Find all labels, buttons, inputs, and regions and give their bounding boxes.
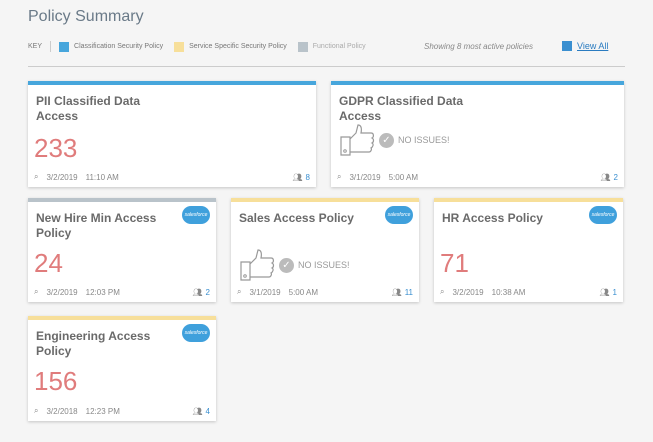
view-all-link[interactable]: View All bbox=[562, 41, 608, 51]
violation-count: 24 bbox=[34, 248, 63, 278]
time: 5:00 AM bbox=[388, 172, 418, 182]
no-issues-status: ✓ NO ISSUES! bbox=[239, 248, 350, 282]
page-title: Policy Summary bbox=[28, 8, 144, 25]
policy-name: Engineering Access Policy bbox=[36, 329, 151, 358]
policy-name: New Hire Min Access Policy bbox=[36, 211, 157, 240]
search-icon: ⌕ bbox=[337, 172, 342, 181]
violation-count: 233 bbox=[34, 133, 78, 163]
thumbs-up-icon bbox=[340, 124, 375, 156]
policy-name: HR Access Policy bbox=[442, 211, 543, 225]
last-scan: ⌕ 3/2/2019 11:10 AM bbox=[34, 172, 119, 182]
view-all-label: View All bbox=[577, 41, 609, 51]
salesforce-logo: salesforce bbox=[182, 206, 210, 224]
policy-name: GDPR Classified Data Access bbox=[339, 94, 464, 123]
policy-card[interactable]: Sales Access Policy salesforce ✓ NO ISSUE… bbox=[231, 198, 419, 302]
no-issues-label: NO ISSUES! bbox=[298, 260, 350, 270]
salesforce-logo: salesforce bbox=[182, 324, 210, 342]
salesforce-logo: salesforce bbox=[385, 206, 413, 224]
legend-item: Classification Security Policy bbox=[74, 43, 164, 50]
showing-text: Showing 8 most active policies bbox=[424, 42, 533, 51]
user-count-value: 2 bbox=[613, 173, 618, 182]
divider bbox=[50, 41, 52, 52]
user-count[interactable]: 👥︎ 8 bbox=[292, 173, 310, 182]
policy-card[interactable]: PII Classified Data Access 233 ⌕ 3/2/2019… bbox=[28, 81, 316, 187]
service-swatch bbox=[174, 41, 185, 52]
search-icon: ⌕ bbox=[34, 287, 39, 296]
last-scan: ⌕ 3/2/2019 10:38 AM bbox=[440, 287, 525, 297]
users-icon: 👥︎ bbox=[192, 288, 203, 297]
classification-swatch bbox=[59, 41, 70, 52]
divider bbox=[28, 66, 625, 67]
legend-item: Service Specific Security Policy bbox=[189, 43, 287, 50]
no-issues-label: NO ISSUES! bbox=[398, 135, 450, 145]
users-icon: 👥︎ bbox=[391, 288, 402, 297]
legend-item: Functional Policy bbox=[312, 43, 366, 50]
check-circle-icon: ✓ bbox=[279, 257, 294, 273]
time: 12:03 PM bbox=[85, 287, 120, 297]
users-icon: 👥︎ bbox=[292, 173, 303, 182]
date: 3/1/2019 bbox=[249, 287, 281, 297]
users-icon: 👥︎ bbox=[599, 288, 610, 297]
functional-swatch bbox=[297, 41, 308, 52]
date: 3/2/2019 bbox=[452, 287, 484, 297]
date: 3/2/2019 bbox=[46, 287, 78, 297]
policy-name: PII Classified Data Access bbox=[36, 94, 141, 123]
check-circle-icon: ✓ bbox=[379, 132, 394, 148]
policy-card[interactable]: Engineering Access Policy salesforce 156… bbox=[28, 316, 216, 421]
policy-card[interactable]: GDPR Classified Data Access ✓ NO ISSUES! … bbox=[331, 81, 624, 187]
search-icon: ⌕ bbox=[34, 406, 39, 415]
grid-icon bbox=[562, 41, 572, 51]
last-scan: ⌕ 3/1/2019 5:00 AM bbox=[337, 172, 418, 182]
search-icon: ⌕ bbox=[34, 172, 39, 181]
date: 3/2/2019 bbox=[46, 172, 78, 182]
last-scan: ⌕ 3/2/2019 12:03 PM bbox=[34, 287, 120, 297]
last-scan: ⌕ 3/2/2018 12:23 PM bbox=[34, 406, 120, 416]
time: 10:38 AM bbox=[491, 287, 526, 297]
last-scan: ⌕ 3/1/2019 5:00 AM bbox=[237, 287, 318, 297]
thumbs-up-icon bbox=[240, 249, 275, 281]
policy-card[interactable]: HR Access Policy salesforce 71 ⌕ 3/2/2019… bbox=[434, 198, 623, 302]
user-count-value: 8 bbox=[305, 173, 310, 182]
users-icon: 👥︎ bbox=[192, 407, 203, 416]
salesforce-logo: salesforce bbox=[589, 206, 617, 224]
user-count[interactable]: 👥︎ 1 bbox=[599, 288, 617, 297]
user-count[interactable]: 👥︎ 4 bbox=[192, 407, 210, 416]
time: 11:10 AM bbox=[85, 172, 119, 182]
users-icon: 👥︎ bbox=[600, 173, 611, 182]
policy-card[interactable]: New Hire Min Access Policy salesforce 24… bbox=[28, 198, 216, 302]
user-count-value: 11 bbox=[404, 288, 413, 297]
violation-count: 71 bbox=[440, 248, 469, 278]
search-icon: ⌕ bbox=[440, 287, 445, 296]
violation-count: 156 bbox=[34, 366, 78, 396]
user-count-value: 2 bbox=[205, 288, 210, 297]
key-label: KEY bbox=[28, 43, 43, 50]
legend: KEY Classification Security Policy Servi… bbox=[28, 41, 366, 52]
date: 3/2/2018 bbox=[46, 406, 78, 416]
user-count[interactable]: 👥︎ 2 bbox=[600, 173, 618, 182]
policy-name: Sales Access Policy bbox=[239, 211, 354, 225]
user-count[interactable]: 👥︎ 11 bbox=[392, 288, 413, 297]
no-issues-status: ✓ NO ISSUES! bbox=[339, 123, 450, 157]
time: 5:00 AM bbox=[288, 287, 318, 297]
user-count-value: 1 bbox=[612, 288, 617, 297]
time: 12:23 PM bbox=[85, 406, 120, 416]
date: 3/1/2019 bbox=[349, 172, 381, 182]
user-count[interactable]: 👥︎ 2 bbox=[192, 288, 210, 297]
user-count-value: 4 bbox=[205, 407, 210, 416]
search-icon: ⌕ bbox=[237, 287, 242, 296]
